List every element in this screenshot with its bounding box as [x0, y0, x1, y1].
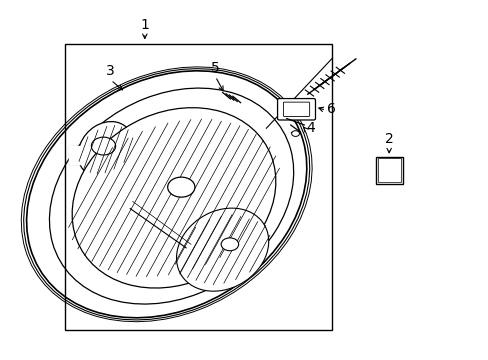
Text: 4: 4 — [306, 121, 315, 135]
Text: 3: 3 — [106, 64, 115, 78]
Polygon shape — [69, 146, 81, 164]
Ellipse shape — [78, 122, 133, 178]
Text: 6: 6 — [326, 102, 335, 116]
Ellipse shape — [176, 208, 268, 291]
Text: 5: 5 — [210, 60, 219, 75]
Circle shape — [167, 177, 195, 197]
Ellipse shape — [72, 108, 275, 288]
Bar — [375, 157, 402, 184]
Circle shape — [291, 131, 299, 136]
Bar — [377, 158, 400, 182]
Bar — [64, 44, 331, 330]
Circle shape — [221, 238, 238, 251]
FancyBboxPatch shape — [277, 99, 315, 120]
Circle shape — [91, 137, 116, 155]
Text: 2: 2 — [384, 132, 393, 146]
Text: 1: 1 — [140, 18, 149, 32]
